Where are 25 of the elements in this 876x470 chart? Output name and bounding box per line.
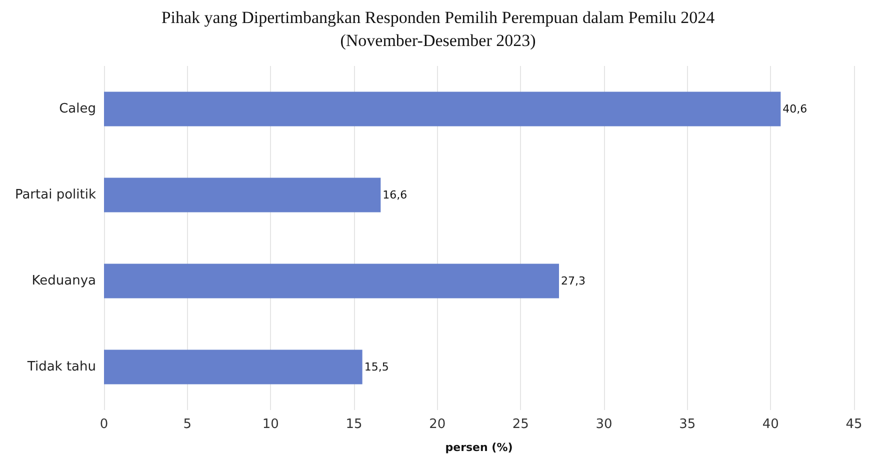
x-tick-label: 20 <box>429 417 446 432</box>
y-tick-label: Caleg <box>59 102 96 116</box>
data-label: 16,6 <box>382 188 408 202</box>
data-label: 15,5 <box>364 360 389 374</box>
data-label: 27,3 <box>561 274 586 288</box>
x-tick-label: 45 <box>846 417 862 432</box>
x-tick-label: 30 <box>596 417 612 432</box>
chart-subtitle: (November-Desember 2023) <box>340 31 536 50</box>
chart-title: Pihak yang Dipertimbangkan Responden Pemilih Perempuan dalam Pemilu 2024 <box>161 8 716 27</box>
data-label: 40,6 <box>782 102 808 116</box>
y-tick-label: Partai politik <box>14 188 96 202</box>
x-axis-title: persen (%) <box>445 441 513 454</box>
x-tick-label: 40 <box>762 417 779 432</box>
bar <box>104 264 559 298</box>
bar <box>104 350 362 384</box>
x-tick-label: 5 <box>183 417 192 432</box>
x-tick-label: 35 <box>679 417 696 432</box>
x-tick-label: 25 <box>512 417 529 432</box>
x-tick-label: 0 <box>100 417 108 432</box>
bar <box>104 178 381 212</box>
x-tick-label: 10 <box>262 417 279 432</box>
bar <box>104 92 781 126</box>
x-tick-label: 15 <box>346 417 362 432</box>
y-tick-label: Tidak tahu <box>26 360 96 374</box>
y-tick-label: Keduanya <box>32 274 96 288</box>
